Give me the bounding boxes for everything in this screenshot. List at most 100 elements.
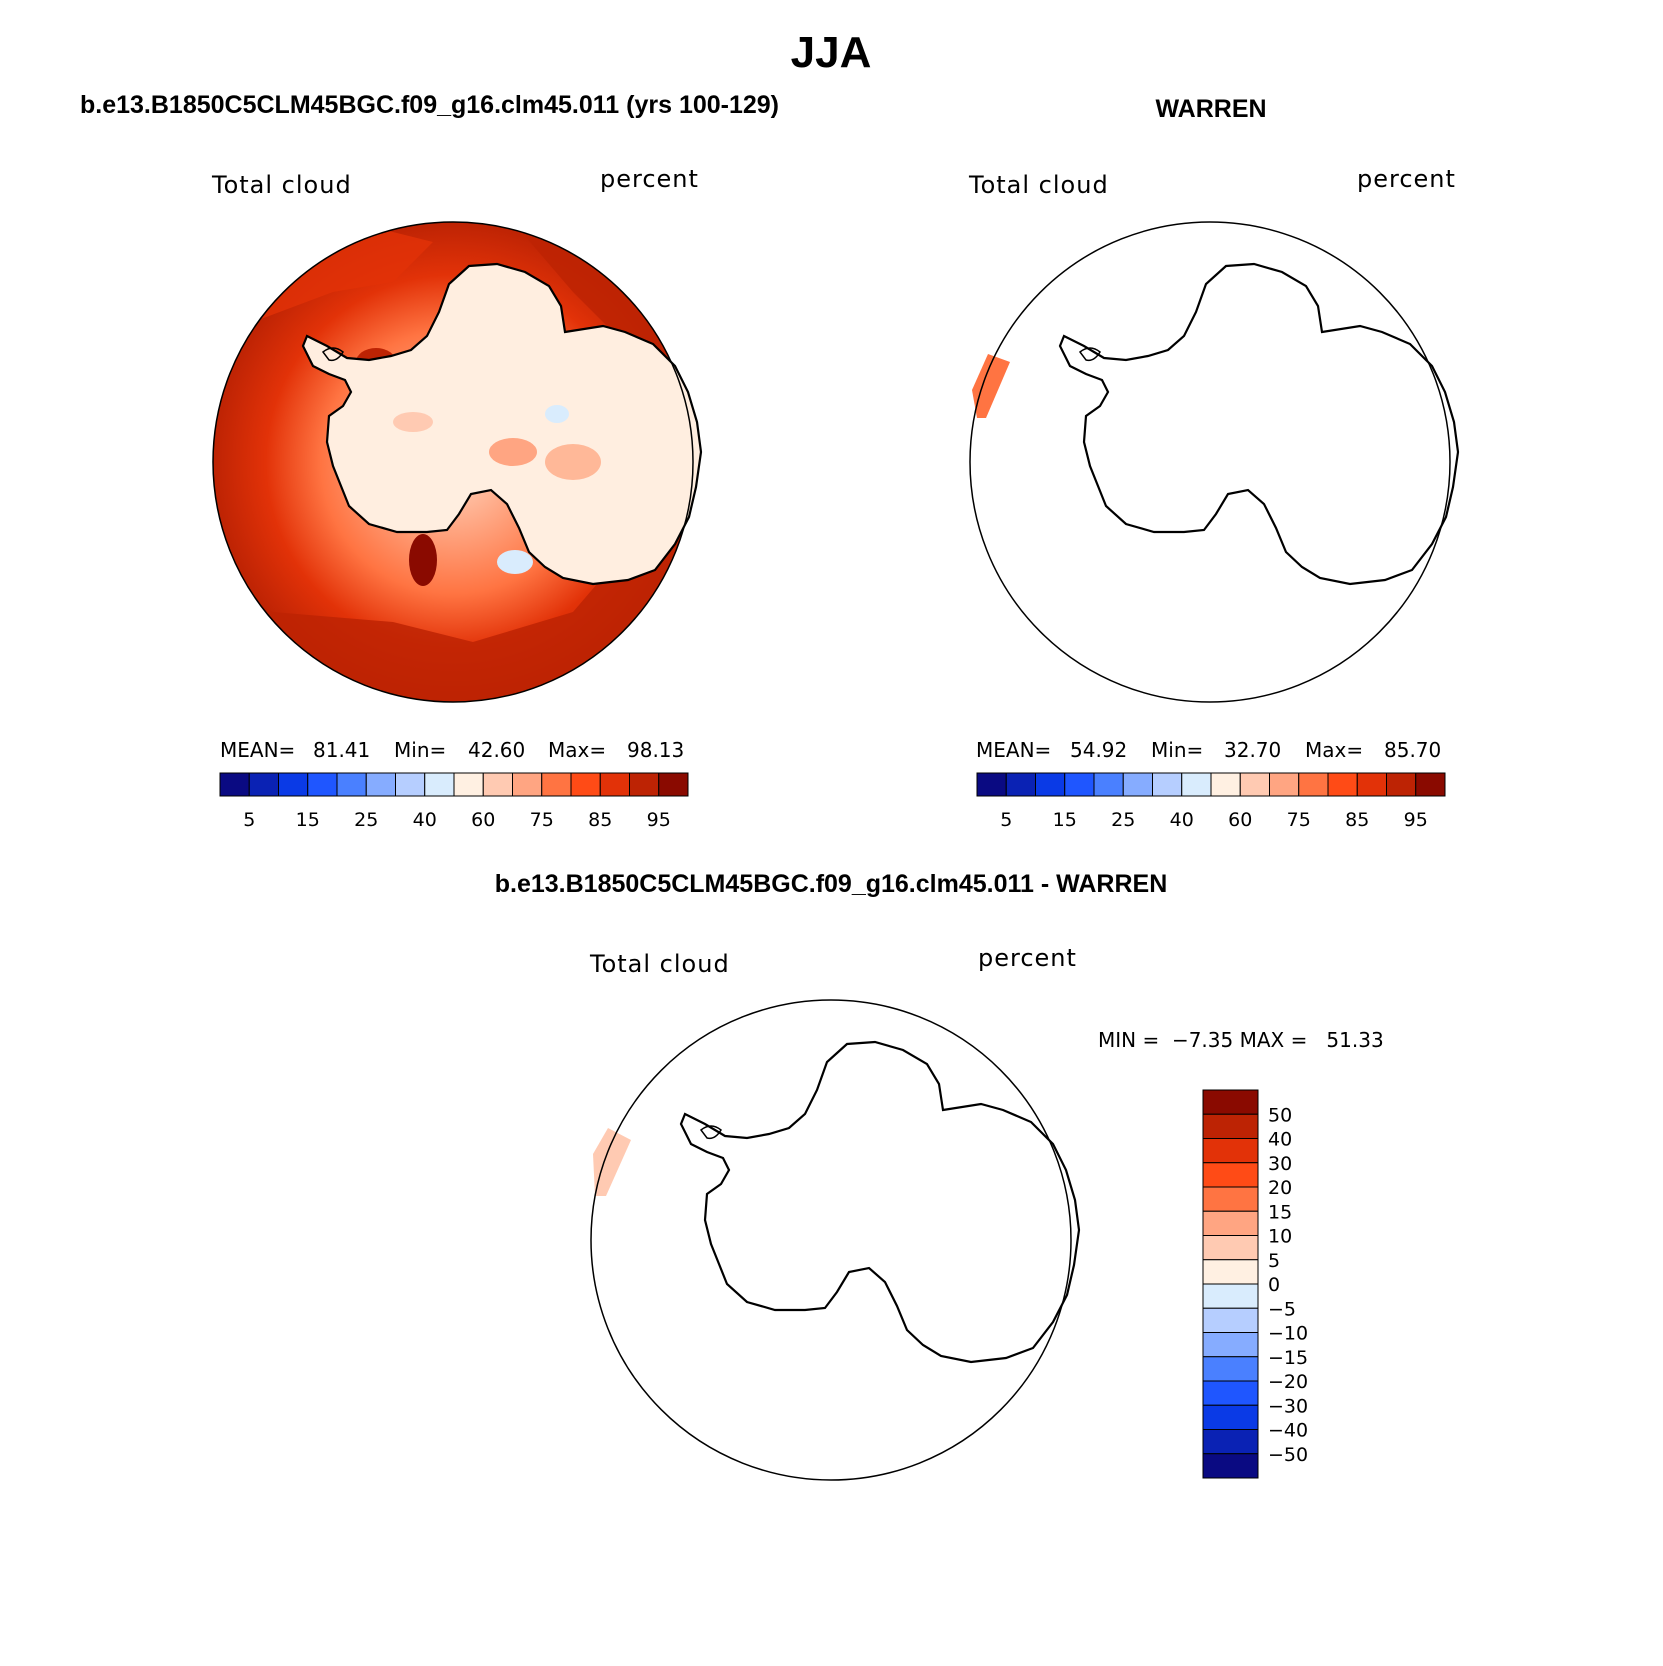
panel-model-blue-patch-2 <box>497 550 533 574</box>
panel-model-colorbar-box <box>599 772 630 797</box>
panel-diff-colorbar-tick-label: 5 <box>1268 1250 1280 1272</box>
panel-model-colorbar-box <box>307 772 338 797</box>
panel-diff-colorbar-box <box>1202 1380 1259 1406</box>
panel-obs-min-value: 32.70 <box>1224 738 1281 762</box>
panel-obs-stats: MEAN= 54.92 Min= 32.70 Max= 85.70 <box>976 738 1441 762</box>
panel-diff-colorbar-box <box>1202 1429 1259 1455</box>
panel-diff-colorbar-tick-label: −15 <box>1268 1347 1308 1369</box>
panel-obs-map-border <box>969 221 1451 703</box>
panel-obs-colorbar-box <box>1181 772 1212 797</box>
panel-model-units-label: percent <box>600 165 699 193</box>
panel-diff-map <box>590 999 1081 1481</box>
panel-diff-colorbar-tick-label: 10 <box>1268 1226 1292 1248</box>
panel-obs-mean-label: MEAN= <box>976 738 1051 762</box>
panel-obs-colorbar-tick-label: 85 <box>1345 809 1369 831</box>
panel-diff-peninsula-detail <box>699 1125 722 1140</box>
panel-model-colorbar-tick-label: 75 <box>530 809 554 831</box>
panel-model-colorbar-tick-label: 15 <box>296 809 320 831</box>
panel-obs-colorbar-box <box>1093 772 1124 797</box>
panel-model-max-value: 98.13 <box>627 738 684 762</box>
panel-model-stats: MEAN= 81.41 Min= 42.60 Max= 98.13 <box>220 738 684 762</box>
panel-obs-colorbar-box <box>1327 772 1358 797</box>
panel-obs-colorbar-tick-label: 60 <box>1228 809 1252 831</box>
panel-diff-variable-label: Total cloud <box>589 950 730 978</box>
panel-model-colorbar-box <box>658 772 689 797</box>
panel-model-colorbar-tick-label: 5 <box>243 809 255 831</box>
panel-obs-colorbar-box <box>1122 772 1153 797</box>
panel-obs-mean-value: 54.92 <box>1070 738 1127 762</box>
panel-obs-colorbar-tick-label: 5 <box>1000 809 1012 831</box>
panel-obs-colorbar-tick-label: 95 <box>1404 809 1428 831</box>
panel-diff-colorbar-tick-label: −20 <box>1268 1371 1308 1393</box>
panel-diff-colorbar-tick-label: −5 <box>1268 1298 1296 1320</box>
panel-diff-colorbar-box <box>1202 1162 1259 1188</box>
panel-diff-colorbar-box <box>1202 1307 1259 1333</box>
panel-diff-data-strip <box>593 1128 631 1196</box>
panel-model-colorbar: 5 15 25 40 60 75 85 95 <box>219 772 689 831</box>
panel-model-mean-label: MEAN= <box>220 738 295 762</box>
panel-model-map <box>212 221 703 703</box>
panel-model-interior-patch-3 <box>393 412 433 432</box>
panel-diff-colorbar-box <box>1202 1332 1259 1358</box>
panel-model-interior-patch-2 <box>489 438 537 466</box>
panel-diff-colorbar-tick-label: 50 <box>1268 1104 1292 1126</box>
panel-obs-colorbar-box <box>1005 772 1036 797</box>
panel-diff-units-label: percent <box>978 944 1077 972</box>
panel-obs-title: WARREN <box>1155 95 1266 123</box>
panel-diff-stats: MIN = −7.35 MAX = 51.33 <box>1098 1028 1384 1052</box>
panel-diff-colorbar-tick-label: −40 <box>1268 1420 1308 1442</box>
panel-model-colorbar-box <box>482 772 513 797</box>
panel-diff: b.e13.B1850C5CLM45BGC.f09_g16.clm45.011 … <box>495 870 1384 1481</box>
panel-model-colorbar-box <box>336 772 367 797</box>
panel-obs-colorbar-box <box>1386 772 1417 797</box>
panel-obs-min-label: Min= <box>1151 738 1203 762</box>
panel-obs-max-label: Max= <box>1305 738 1363 762</box>
panel-diff-colorbar-box <box>1202 1453 1259 1479</box>
panel-obs-data-strip <box>972 354 1010 418</box>
panel-model-max-label: Max= <box>548 738 606 762</box>
panel-obs-colorbar-box <box>1298 772 1329 797</box>
panel-obs: WARREN Total cloud percent MEAN= 54.92 M… <box>968 95 1460 831</box>
panel-diff-colorbar-tick-label: −50 <box>1268 1444 1308 1466</box>
panel-model-colorbar-box <box>365 772 396 797</box>
panel-diff-colorbar-box <box>1202 1356 1259 1382</box>
panel-model-title: b.e13.B1850C5CLM45BGC.f09_g16.clm45.011 … <box>80 91 779 119</box>
panel-diff-title: b.e13.B1850C5CLM45BGC.f09_g16.clm45.011 … <box>495 870 1168 898</box>
panel-model-colorbar-box <box>219 772 250 797</box>
panel-model-min-value: 42.60 <box>468 738 525 762</box>
panel-obs-colorbar-box <box>1356 772 1387 797</box>
panel-obs-colorbar-box <box>1152 772 1183 797</box>
panel-model-colorbar-tick-label: 85 <box>588 809 612 831</box>
panel-model-colorbar-box <box>570 772 601 797</box>
main-title: JJA <box>791 28 872 77</box>
panel-diff-colorbar-tick-label: 40 <box>1268 1129 1292 1151</box>
panel-model-colorbar-tick-label: 95 <box>647 809 671 831</box>
panel-model-min-label: Min= <box>394 738 446 762</box>
panel-obs-peninsula-detail <box>1078 347 1101 362</box>
panel-model-interior-patch-1 <box>545 444 601 480</box>
panel-model-colorbar-box <box>453 772 484 797</box>
panel-obs-colorbar-box <box>1035 772 1066 797</box>
panel-diff-colorbar-box <box>1202 1210 1259 1236</box>
panel-model-blue-patch-1 <box>545 405 569 423</box>
panel-obs-colorbar-box <box>1269 772 1300 797</box>
panel-obs-colorbar-box <box>976 772 1007 797</box>
panel-model-colorbar-box <box>512 772 543 797</box>
panel-model-mean-value: 81.41 <box>313 738 370 762</box>
panel-diff-map-border <box>590 999 1072 1481</box>
panel-model-max-cloud-patch <box>409 534 437 586</box>
panel-diff-colorbar-box <box>1202 1089 1259 1115</box>
panel-model-colorbar-box <box>629 772 660 797</box>
panel-diff-colorbar-box <box>1202 1186 1259 1212</box>
panel-model-colorbar-box <box>248 772 279 797</box>
panel-model-colorbar-box <box>278 772 309 797</box>
panel-diff-colorbar-box <box>1202 1283 1259 1309</box>
panel-diff-colorbar-tick-label: 0 <box>1268 1274 1280 1296</box>
panel-obs-colorbar-tick-label: 40 <box>1170 809 1194 831</box>
panel-model-colorbar-tick-label: 25 <box>354 809 378 831</box>
panel-model-colorbar-box <box>395 772 426 797</box>
panel-obs-variable-label: Total cloud <box>968 171 1109 199</box>
panel-model-variable-label: Total cloud <box>211 171 352 199</box>
panel-obs-colorbar-box <box>1239 772 1270 797</box>
